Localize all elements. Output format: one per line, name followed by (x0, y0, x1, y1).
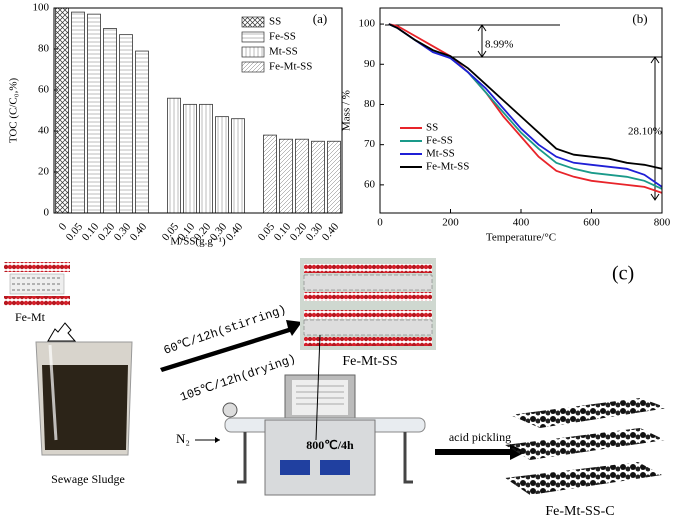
y-axis-label: TOC (C/C₀,%) (8, 77, 20, 143)
legend-swatch (241, 16, 265, 28)
line (388, 23, 663, 170)
label: Fe-Mt-SS (342, 354, 397, 369)
y-tick-label: 90 (364, 58, 376, 70)
bar (87, 13, 101, 214)
arrow (47, 322, 77, 342)
reference-line (385, 24, 662, 58)
legend-label: Fe-Mt-SS (269, 61, 312, 73)
beaker (35, 341, 133, 456)
y-tick-label: 60 (38, 84, 50, 96)
label: Fe-Mt-SS-C (545, 504, 614, 518)
fe-mt-image (4, 262, 70, 306)
panel-label: (a) (313, 11, 327, 26)
arrow (160, 320, 302, 372)
x-tick-label: 0.40 (128, 220, 150, 243)
y-tick-label: 100 (359, 18, 376, 30)
diagram: (c) Fe-Mt Sewage Sludge 60℃/12h(stirring… (4, 258, 668, 518)
y-tick-label: 0 (44, 207, 50, 219)
label: Sewage Sludge (51, 472, 125, 486)
bar (263, 134, 277, 214)
legend-swatch (241, 61, 265, 73)
legend-label: Mt-SS (426, 148, 455, 160)
bar (71, 11, 85, 214)
annotation: 28.10% (628, 126, 662, 138)
x-tick-label: 0.40 (224, 220, 246, 243)
pointer (315, 334, 321, 441)
y-tick-label: 40 (38, 125, 50, 137)
y-tick-label: 20 (38, 166, 50, 178)
legend-swatch (241, 46, 265, 58)
y-tick-label: 80 (364, 98, 376, 110)
legend-label: Fe-SS (269, 31, 296, 43)
panel-label: (b) (632, 11, 647, 26)
arrow (435, 444, 526, 460)
bar (327, 140, 341, 214)
frame (53, 7, 343, 214)
label: Fe-Mt (15, 310, 46, 324)
y-tick-label: 70 (364, 138, 376, 150)
line (388, 23, 663, 188)
legend-label: Mt-SS (269, 46, 298, 58)
bar (119, 34, 133, 214)
label: N₂ (176, 431, 190, 446)
bar (103, 28, 117, 214)
bar (231, 118, 245, 214)
x-axis-label: Temperature/°C (486, 232, 556, 244)
legend-label: SS (426, 122, 438, 134)
bar (55, 7, 69, 214)
annotation: 8.99% (485, 39, 513, 51)
bar (215, 116, 229, 214)
y-tick-label: 100 (33, 2, 50, 14)
bar (295, 138, 309, 214)
bar (135, 50, 149, 214)
y-tick-label: 60 (364, 178, 376, 190)
legend-label: SS (269, 16, 281, 28)
bar (167, 97, 181, 214)
x-tick-label: 200 (442, 217, 459, 229)
arrow (477, 24, 660, 201)
x-tick-label: 800 (654, 217, 671, 229)
label: 800℃/4h (306, 438, 354, 452)
bar (183, 103, 197, 214)
bar (199, 103, 213, 214)
x-tick-label: 600 (583, 217, 600, 229)
panel-label: (c) (612, 263, 634, 285)
y-tick-label: 80 (38, 43, 50, 55)
x-tick-label: 0 (377, 217, 383, 229)
furnace (222, 374, 426, 496)
y-axis-label: Mass / % (341, 90, 353, 131)
legend-label: Fe-SS (426, 135, 453, 147)
legend-label: Fe-Mt-SS (426, 161, 469, 173)
x-tick-label: 0.40 (320, 220, 342, 243)
line (388, 23, 663, 194)
arrow-head (215, 437, 220, 443)
x-tick-label: 400 (513, 217, 530, 229)
particles (505, 398, 668, 495)
legend-swatch (241, 31, 265, 43)
bar (279, 138, 293, 214)
bar (311, 140, 325, 214)
fe-mt-ss-image (300, 258, 436, 350)
x-axis-label: M/SS(g.g⁻¹) (170, 236, 226, 248)
frame (379, 7, 663, 214)
label: acid pickling (449, 430, 511, 444)
